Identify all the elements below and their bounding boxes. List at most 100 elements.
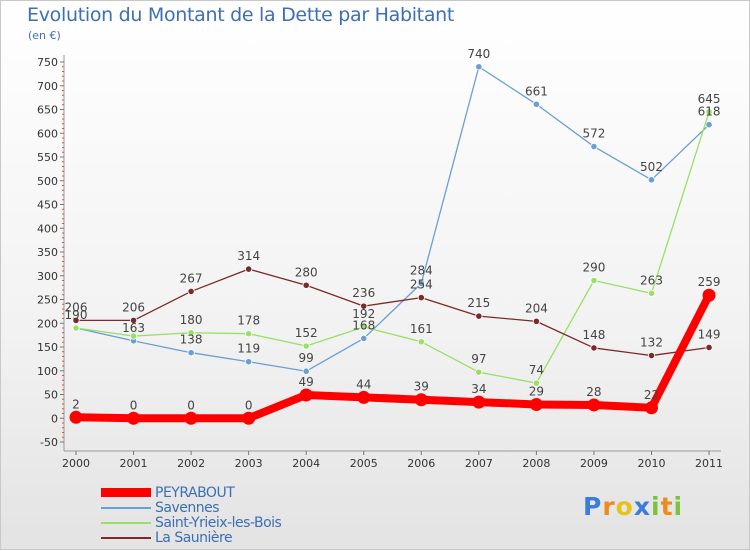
legend-label: La Saunière [155, 529, 233, 546]
data-point [705, 108, 713, 116]
data-label: 204 [525, 301, 548, 315]
data-label: 254 [410, 278, 433, 292]
y-tick-label: 200 [37, 317, 58, 330]
legend-label: Saint-Yrieix-les-Bois [155, 514, 282, 531]
data-point [72, 316, 80, 324]
data-point [647, 176, 656, 184]
y-tick-label: 150 [37, 341, 58, 354]
data-point [302, 367, 310, 375]
data-label: 49 [299, 375, 314, 389]
y-tick-label: 350 [37, 246, 58, 259]
data-label: 2 [72, 397, 80, 411]
proxiti-logo: Proxiti [583, 492, 683, 521]
data-label: 44 [356, 377, 371, 391]
legend-label: PEYRABOUT [155, 484, 235, 501]
data-label: 97 [471, 352, 486, 366]
data-point [187, 287, 195, 296]
data-label: 138 [180, 333, 203, 347]
data-label: 34 [471, 382, 486, 396]
y-tick-label: 450 [37, 199, 58, 212]
data-label: 280 [295, 265, 318, 279]
data-point [702, 288, 716, 302]
data-label: 152 [295, 326, 318, 340]
data-point [475, 312, 483, 320]
data-point [414, 393, 428, 407]
data-point [69, 410, 83, 424]
data-label: 29 [529, 384, 544, 398]
data-label: 206 [122, 300, 145, 314]
x-tick-label: 2003 [235, 457, 263, 470]
y-tick-label: 0 [51, 412, 58, 425]
data-point [245, 265, 253, 273]
x-tick-label: 2009 [580, 457, 608, 470]
data-point [590, 142, 598, 151]
data-label: 259 [698, 275, 721, 289]
x-tick-label: 2001 [120, 457, 148, 470]
data-label: 206 [65, 300, 88, 314]
y-tick-label: 300 [37, 270, 58, 283]
data-point [417, 279, 425, 287]
data-label: 263 [640, 273, 663, 287]
legend-item: Savennes [101, 500, 281, 516]
data-point [417, 293, 425, 302]
data-label: 215 [467, 296, 490, 310]
data-point [299, 388, 313, 402]
data-label: 28 [586, 385, 601, 399]
legend-item: La Saunière [101, 529, 281, 546]
chart-title: Evolution du Montant de la Dette par Hab… [27, 4, 455, 26]
x-tick-label: 2008 [522, 457, 550, 470]
data-label: 163 [122, 321, 145, 335]
logo-letter: i [673, 492, 684, 521]
y-tick-label: -50 [40, 436, 58, 449]
y-tick-label: 650 [37, 104, 58, 117]
data-label: 0 [130, 398, 138, 412]
data-point [472, 395, 486, 409]
data-point [187, 349, 195, 357]
data-point [184, 411, 198, 425]
logo-letter: P [583, 492, 603, 521]
data-label: 236 [352, 286, 375, 300]
data-point [127, 411, 141, 425]
data-label: 618 [698, 105, 721, 119]
y-tick-label: 700 [37, 80, 58, 93]
data-point [590, 276, 598, 285]
data-label: 502 [640, 160, 663, 174]
legend-swatch [101, 506, 151, 509]
data-point [587, 398, 601, 412]
data-label: 148 [582, 328, 605, 342]
data-label: 290 [582, 261, 605, 275]
series-line-3 [75, 268, 710, 357]
legend-item: Saint-Yrieix-les-Bois [101, 514, 282, 531]
y-tick-label: 100 [37, 365, 58, 378]
x-tick-label: 2010 [638, 457, 666, 470]
data-label: 284 [410, 263, 433, 277]
data-label: 740 [467, 47, 490, 61]
x-tick-label: 2007 [465, 457, 493, 470]
data-point [647, 351, 656, 360]
logo-letter: x [633, 492, 651, 521]
series-line-1 [75, 66, 710, 372]
y-tick-label: 50 [44, 389, 58, 402]
data-label: 267 [180, 271, 203, 285]
data-label: 0 [245, 398, 253, 412]
logo-letter: r [602, 492, 616, 521]
data-point [647, 289, 656, 297]
x-tick-label: 2005 [350, 457, 378, 470]
data-label: 22 [644, 388, 659, 402]
data-point [360, 334, 368, 343]
data-label: 180 [180, 313, 203, 327]
data-point [187, 329, 195, 337]
chart-subtitle: (en €) [28, 29, 61, 42]
y-tick-label: 550 [37, 151, 58, 164]
data-point [532, 100, 541, 108]
data-label: 314 [237, 249, 260, 263]
data-point [645, 401, 658, 415]
legend-swatch [101, 488, 151, 497]
data-point [705, 343, 713, 352]
data-point [245, 330, 253, 338]
x-tick-label: 2002 [177, 457, 205, 470]
data-point [705, 121, 713, 129]
data-label: 119 [237, 342, 260, 356]
x-tick-label: 2004 [292, 457, 320, 470]
